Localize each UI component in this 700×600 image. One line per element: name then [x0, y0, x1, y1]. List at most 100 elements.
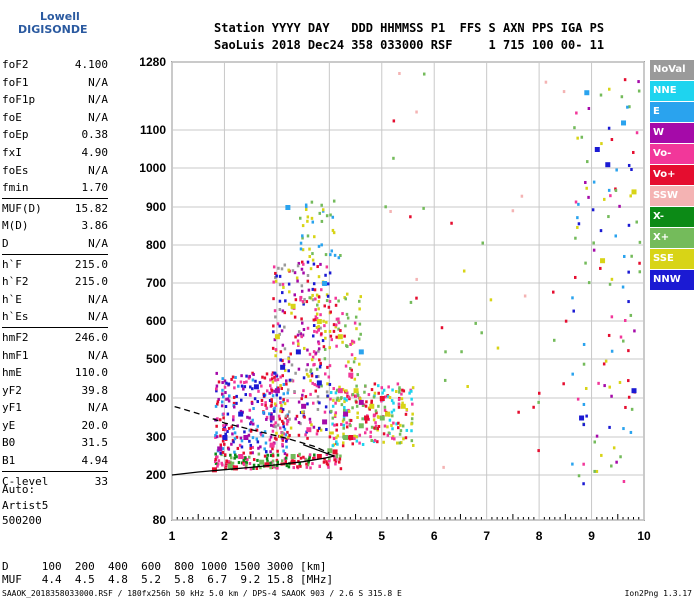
echo-point — [337, 321, 341, 325]
echo-point — [326, 394, 329, 398]
echo-point — [328, 435, 332, 439]
echo-point — [265, 372, 269, 376]
echo-point — [619, 455, 622, 459]
echo-point — [248, 374, 251, 378]
echo-point — [243, 385, 247, 389]
echo-point — [275, 393, 279, 397]
echo-point — [300, 410, 304, 414]
echo-point — [415, 277, 418, 281]
echo-point — [338, 457, 342, 461]
echo-point — [278, 435, 282, 439]
data-point-sse — [400, 403, 406, 409]
echo-point — [305, 458, 308, 462]
echo-point — [317, 342, 321, 346]
echo-point — [236, 446, 240, 450]
echo-point — [287, 465, 291, 469]
echo-point — [331, 215, 335, 219]
echo-point — [310, 423, 313, 427]
echo-point — [390, 399, 394, 403]
echo-point — [405, 428, 409, 432]
echo-point — [238, 443, 242, 447]
echo-point — [334, 458, 338, 462]
echo-point — [511, 209, 515, 213]
echo-point — [608, 282, 612, 286]
data-point-vo — [290, 459, 296, 465]
echo-point — [336, 434, 340, 438]
echo-point — [253, 397, 257, 401]
echo-point — [402, 437, 405, 441]
echo-point — [392, 421, 395, 425]
echo-point — [245, 380, 248, 384]
echo-point — [571, 296, 574, 300]
echo-point — [377, 384, 380, 388]
echo-point — [263, 376, 267, 380]
data-point-sse — [316, 319, 322, 324]
echo-point — [271, 447, 274, 451]
echo-point — [575, 111, 578, 115]
data-point-sse — [353, 388, 359, 394]
echo-point — [300, 289, 304, 293]
echo-point — [333, 423, 336, 427]
echo-point — [564, 319, 568, 323]
echo-point — [214, 433, 217, 437]
echo-point — [273, 409, 276, 413]
echo-point — [232, 415, 235, 419]
echo-point — [584, 386, 588, 390]
echo-point — [283, 427, 287, 431]
echo-point — [349, 343, 352, 347]
y-tick-label: 80 — [153, 513, 167, 527]
echo-point — [274, 421, 277, 425]
param-value: N/A — [88, 310, 108, 324]
echo-point — [309, 392, 312, 396]
echo-point — [233, 437, 237, 441]
echo-point — [273, 375, 276, 379]
echo-point — [409, 215, 412, 219]
echo-point — [577, 202, 580, 206]
echo-point — [397, 421, 400, 425]
echo-point — [361, 404, 365, 408]
legend-item-e: E — [650, 102, 694, 122]
echo-point — [324, 273, 327, 277]
echo-point — [576, 216, 579, 220]
echo-point — [264, 401, 267, 405]
echo-point — [225, 397, 228, 401]
echo-point — [214, 457, 217, 461]
echo-point — [222, 424, 225, 428]
param-name: D — [2, 236, 9, 250]
echo-point — [224, 428, 227, 432]
echo-point — [242, 458, 245, 462]
echo-point — [409, 300, 413, 304]
echo-point — [609, 194, 612, 198]
echo-point — [523, 294, 527, 298]
echo-point — [318, 401, 321, 405]
echo-point — [372, 418, 376, 422]
param-row: B1 4.94 — [2, 452, 108, 470]
echo-point — [302, 302, 305, 306]
echo-point — [397, 405, 401, 409]
echo-point — [264, 403, 267, 407]
echo-point — [235, 401, 238, 405]
echo-point — [370, 399, 373, 403]
echo-point — [301, 393, 304, 397]
echo-point — [342, 426, 345, 430]
legend-item-x: X- — [650, 207, 694, 227]
echo-point — [251, 445, 254, 449]
echo-point — [319, 262, 322, 266]
echo-point — [332, 199, 336, 203]
echo-point — [376, 415, 380, 419]
echo-point — [304, 203, 308, 207]
echo-point — [244, 393, 248, 397]
echo-point — [332, 329, 336, 333]
echo-point — [315, 367, 319, 371]
echo-point — [474, 321, 477, 325]
echo-point — [306, 260, 310, 264]
echo-point — [520, 194, 524, 198]
legend-item-w: W — [650, 123, 694, 143]
echo-point — [297, 433, 301, 437]
echo-point — [325, 462, 329, 466]
x-tick-label: 10 — [637, 529, 651, 543]
echo-point — [269, 435, 273, 439]
echo-point — [279, 426, 282, 430]
echo-point — [222, 395, 225, 399]
echo-point — [300, 321, 304, 325]
